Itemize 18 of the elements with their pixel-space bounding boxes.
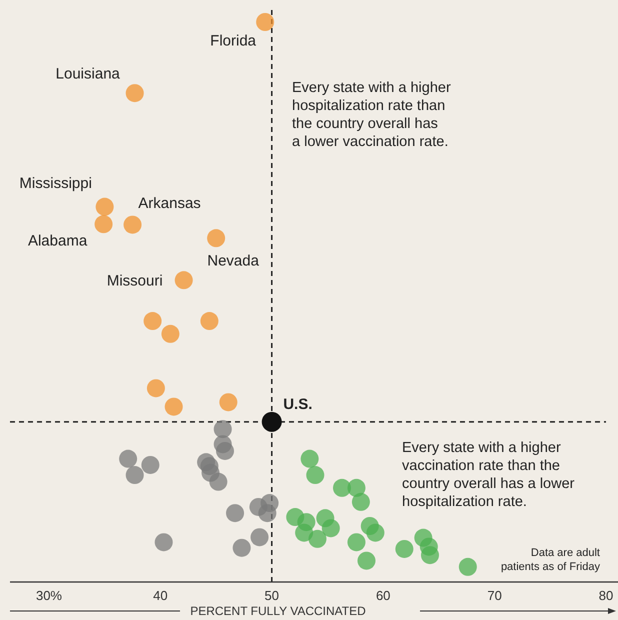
x-axis-title: PERCENT FULLY VACCINATED bbox=[190, 604, 366, 618]
x-tick-label: 30% bbox=[36, 588, 62, 603]
annotation: Missouri bbox=[106, 272, 163, 290]
annotation: U.S. bbox=[283, 396, 312, 414]
annotation: Data are adult patients as of Friday bbox=[500, 547, 600, 573]
annotation: Louisiana bbox=[56, 65, 121, 82]
annotation: Nevada bbox=[207, 252, 260, 270]
x-tick-label: 60 bbox=[376, 588, 390, 603]
annotation: Florida bbox=[210, 32, 257, 50]
annotation: Alabama bbox=[28, 232, 88, 250]
annotation: Mississippi bbox=[19, 175, 92, 192]
x-tick-label: 70 bbox=[487, 588, 502, 603]
x-tick-label: 40 bbox=[153, 588, 168, 603]
annotation: Every state with a higher vaccination rate than the country overall has a lower hospitalization rate. bbox=[402, 440, 575, 510]
x-tick-label: 80 bbox=[598, 588, 614, 603]
annotation: Every state with a higher hospitalization rate than the country overall has a lower vaccination rate. bbox=[292, 80, 451, 150]
annotation: Arkansas bbox=[138, 194, 201, 212]
x-tick-label: 50 bbox=[264, 588, 280, 603]
